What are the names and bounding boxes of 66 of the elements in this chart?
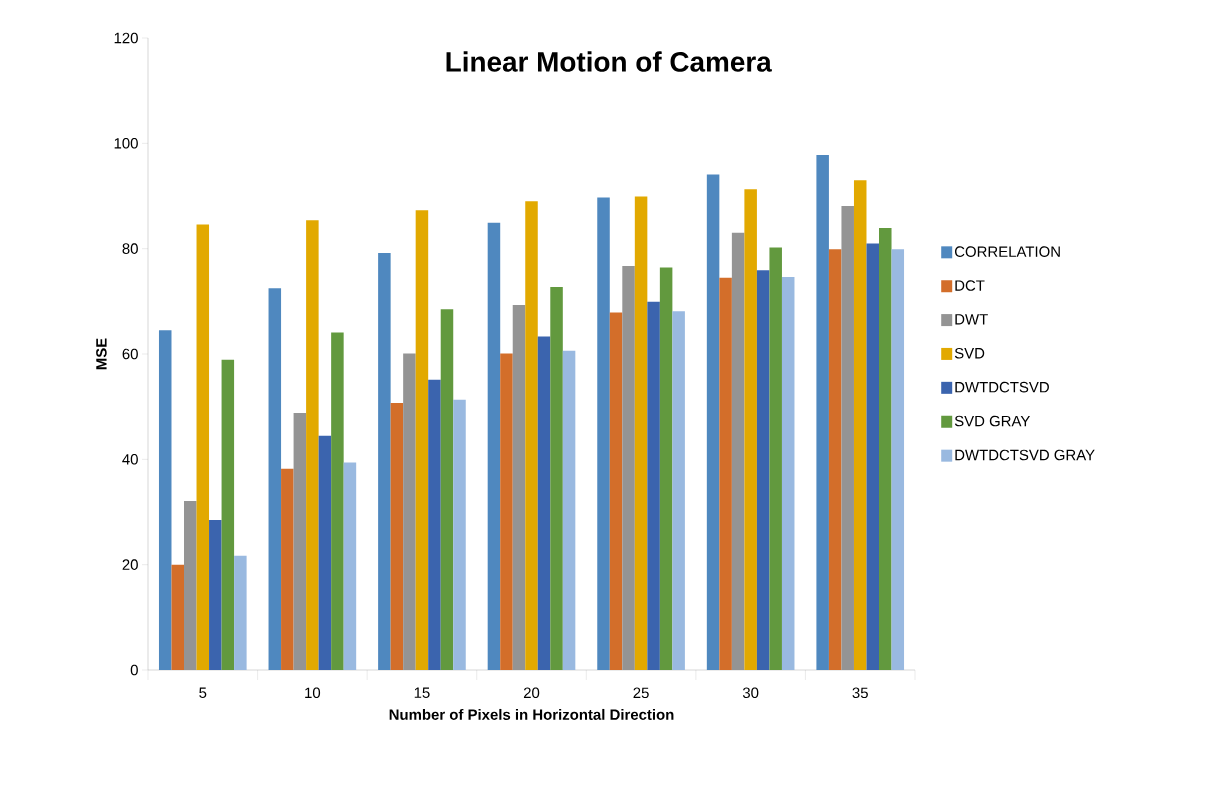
bar [866, 243, 879, 670]
bar [318, 435, 332, 670]
bar [500, 353, 513, 670]
bar [706, 174, 720, 670]
bar [428, 379, 441, 670]
bar [891, 249, 905, 670]
y-tick-label: 100 [114, 138, 138, 149]
y-tick-label: 120 [114, 32, 138, 44]
bar [158, 330, 172, 670]
bar [209, 519, 222, 670]
bar [828, 249, 842, 670]
bar [331, 332, 344, 670]
bar [343, 462, 357, 670]
x-axis-title: Number of Pixels in Horizontal Direction [389, 708, 674, 720]
legend-label: DWT [955, 314, 988, 325]
legend-label: SVD [954, 347, 985, 359]
bar [672, 311, 685, 670]
legend-label: DWTDCTSVD GRAY [955, 449, 1095, 461]
bar [440, 309, 454, 670]
bar [221, 359, 235, 670]
y-tick-label: 20 [122, 559, 138, 570]
bar [853, 180, 867, 670]
bar [769, 247, 782, 670]
bar [487, 222, 501, 670]
bar [634, 196, 648, 670]
bar [306, 220, 319, 670]
bar [537, 336, 551, 670]
x-tick-label: 20 [523, 687, 540, 699]
x-tick-label: 5 [199, 687, 207, 698]
y-axis-title: MSE [96, 338, 107, 370]
y-tick-label: 60 [122, 348, 138, 360]
bar [719, 277, 732, 670]
bar [550, 287, 563, 670]
bar [597, 197, 610, 670]
y-tick-label: 80 [122, 243, 138, 254]
bar [879, 228, 892, 670]
x-tick-label: 10 [305, 687, 321, 699]
bar [390, 402, 404, 670]
bar [378, 252, 391, 670]
bar [756, 270, 770, 670]
bar [744, 189, 757, 670]
bar [816, 154, 829, 670]
x-tick-label: 25 [633, 687, 649, 699]
bar [268, 288, 282, 670]
bar [453, 399, 466, 670]
bar [609, 312, 623, 670]
bar [525, 201, 538, 670]
x-tick-label: 30 [742, 687, 759, 699]
legend-label: SVD GRAY [954, 415, 1030, 427]
x-tick-label: 35 [852, 687, 868, 699]
legend-label: DCT [955, 280, 985, 291]
bar [171, 564, 185, 670]
bar [196, 224, 210, 670]
bar [659, 267, 673, 670]
bar [781, 277, 795, 670]
bar [281, 468, 294, 670]
bar [415, 210, 429, 670]
y-tick-label: 0 [130, 664, 138, 676]
y-tick-label: 40 [122, 454, 138, 465]
bar [562, 350, 576, 670]
x-tick-label: 15 [414, 687, 430, 698]
bar [647, 301, 660, 670]
bar [234, 555, 247, 670]
chart-title: Linear Motion of Camera [446, 51, 772, 72]
legend-label: DWTDCTSVD [955, 381, 1049, 393]
legend-label: CORRELATION [954, 246, 1060, 257]
